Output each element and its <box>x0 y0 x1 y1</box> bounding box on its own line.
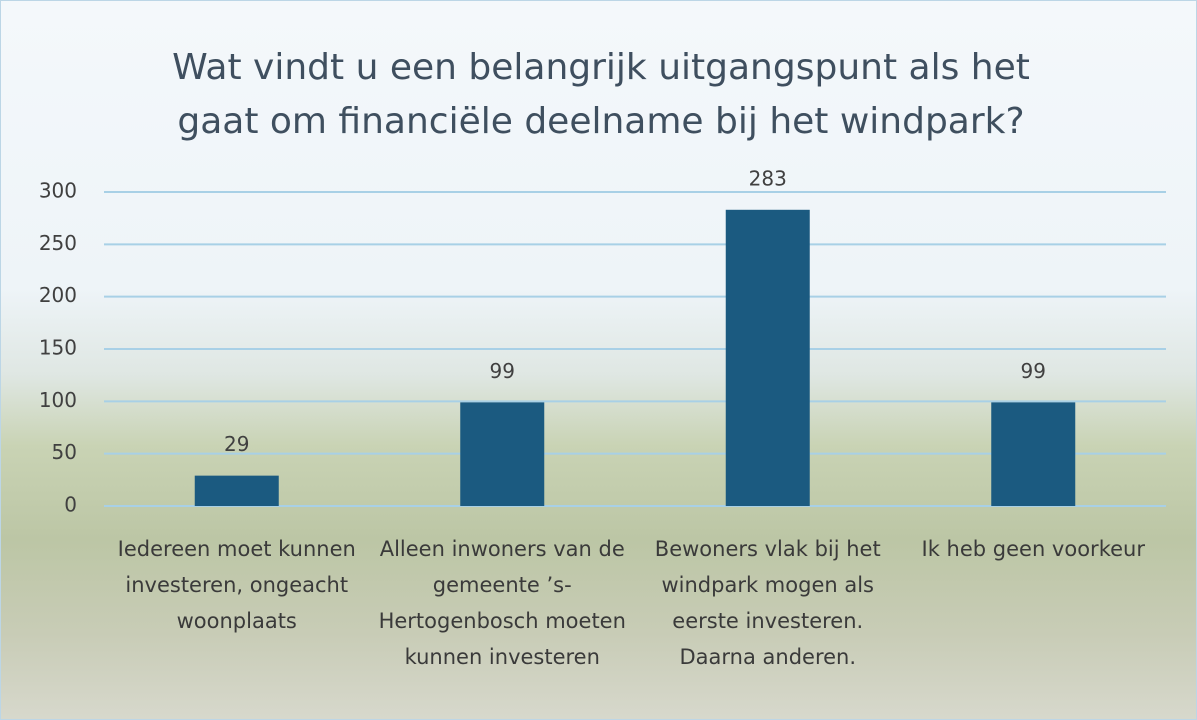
data-label: 283 <box>749 166 787 190</box>
y-tick-label: 150 <box>39 336 77 360</box>
y-tick-label: 0 <box>64 493 77 517</box>
x-tick-label: Iedereen moet kunnen investeren, ongeach… <box>109 531 364 639</box>
data-label: 99 <box>1021 359 1046 383</box>
bar <box>460 402 544 506</box>
y-tick-label: 200 <box>39 283 77 307</box>
chart-page: Wat vindt u een belangrijk uitgangspunt … <box>0 0 1197 720</box>
x-tick-label: Bewoners vlak bij het windpark mogen als… <box>640 531 895 675</box>
x-tick-label: Alleen inwoners van de gemeente ’s-Herto… <box>375 531 630 675</box>
data-label: 99 <box>490 359 515 383</box>
y-tick-label: 300 <box>39 179 77 203</box>
y-tick-label: 50 <box>52 440 77 464</box>
x-tick-label: Ik heb geen voorkeur <box>906 531 1161 567</box>
bar <box>726 210 810 506</box>
bar <box>991 402 1075 506</box>
data-label: 29 <box>224 432 249 456</box>
bar <box>195 476 279 506</box>
y-tick-label: 250 <box>39 231 77 255</box>
y-tick-label: 100 <box>39 388 77 412</box>
